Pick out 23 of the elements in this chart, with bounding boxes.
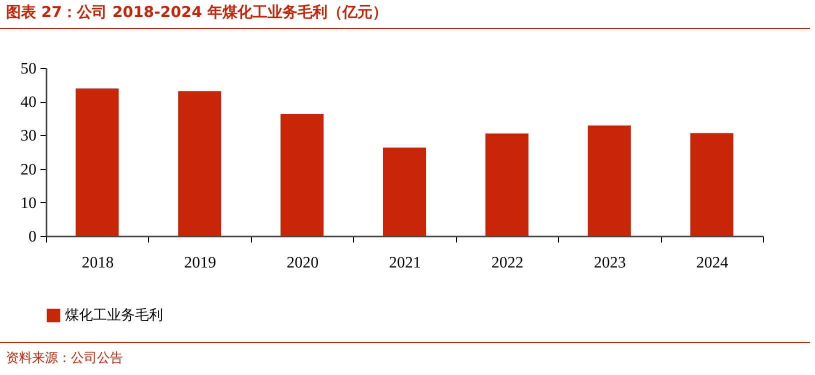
- y-tick-label: 20: [20, 161, 36, 178]
- bar: [588, 125, 631, 236]
- y-tick-label: 30: [20, 128, 36, 145]
- legend-label: 煤化工业务毛利: [65, 308, 163, 324]
- y-tick-label: 40: [20, 94, 36, 112]
- x-tick-label: 2024: [696, 254, 728, 272]
- x-tick-label: 2018: [82, 254, 114, 272]
- x-tick-label: 2023: [594, 254, 626, 272]
- x-tick-label: 2020: [286, 254, 319, 272]
- bar: [382, 148, 426, 236]
- y-tick-label: 50: [20, 60, 36, 78]
- y-tick-label: 0: [28, 228, 36, 246]
- x-tick-label: 2022: [491, 254, 524, 272]
- chart-title: 图表 27：公司 2018-2024 年煤化工业务毛利（亿元）: [6, 3, 388, 22]
- bar: [690, 133, 734, 236]
- x-tick-label: 2019: [184, 254, 216, 272]
- bar: [485, 134, 528, 236]
- bar: [178, 91, 222, 236]
- text: 资料来源：公司公告: [6, 350, 123, 367]
- x-tick-label: 2021: [389, 254, 421, 272]
- bar: [76, 88, 119, 236]
- y-tick-label: 10: [20, 194, 36, 212]
- bar: [280, 114, 324, 236]
